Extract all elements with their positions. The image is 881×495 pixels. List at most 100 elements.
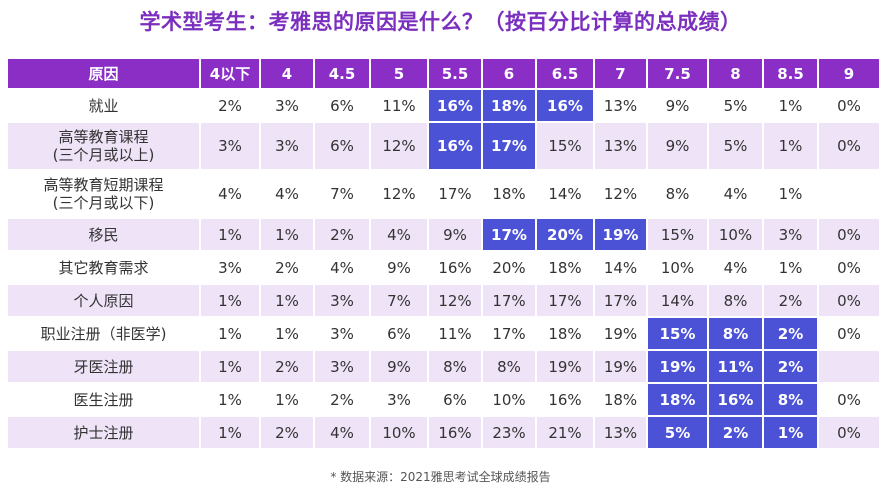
- table-row: 护士注册 1% 2% 4% 10% 16% 23% 21% 13% 5% 2% 1% 0%: [8, 415, 879, 448]
- percent-cell: 8%: [709, 316, 764, 349]
- column-header-score: 4: [261, 59, 315, 88]
- percent-cell: 17%: [483, 283, 537, 316]
- percent-cell: 17%: [483, 121, 537, 169]
- percent-cell: 2%: [764, 349, 819, 382]
- percent-cell: 4%: [201, 169, 261, 217]
- percent-cell: 5%: [709, 88, 764, 121]
- percent-cell: 1%: [201, 349, 261, 382]
- percent-cell: 5%: [709, 121, 764, 169]
- percent-cell: 18%: [595, 382, 648, 415]
- score-table: 原因 4以下 4 4.5 5 5.5 6 6.5 7 7.5 8 8.5 9 就业 2% 3% 6% 11% 16…: [8, 59, 879, 448]
- percent-cell: 1%: [201, 283, 261, 316]
- percent-cell: 9%: [371, 250, 429, 283]
- percent-cell: [819, 349, 879, 382]
- percent-cell: 14%: [595, 250, 648, 283]
- percent-cell: 6%: [371, 316, 429, 349]
- percent-cell: 7%: [315, 169, 371, 217]
- percent-cell: 18%: [483, 88, 537, 121]
- percent-cell: 0%: [819, 88, 879, 121]
- percent-cell: 3%: [201, 121, 261, 169]
- reason-line: 移民: [88, 225, 119, 244]
- percent-cell: 16%: [429, 250, 483, 283]
- percent-cell: 2%: [764, 283, 819, 316]
- reason-cell: 移民: [8, 217, 201, 250]
- percent-cell: 1%: [261, 217, 315, 250]
- percent-cell: 0%: [819, 283, 879, 316]
- percent-cell: 21%: [537, 415, 595, 448]
- percent-cell: 18%: [537, 250, 595, 283]
- percent-cell: 8%: [483, 349, 537, 382]
- column-header-score: 7.5: [648, 59, 709, 88]
- reason-line: (三个月或以上): [52, 146, 155, 164]
- percent-cell: 4%: [709, 169, 764, 217]
- percent-cell: 16%: [709, 382, 764, 415]
- percent-cell: 18%: [537, 316, 595, 349]
- column-header-score: 8: [709, 59, 764, 88]
- percent-cell: 4%: [315, 415, 371, 448]
- percent-cell: 14%: [537, 169, 595, 217]
- percent-cell: 19%: [537, 349, 595, 382]
- percent-cell: 3%: [315, 316, 371, 349]
- column-header-score: 9: [819, 59, 879, 88]
- percent-cell: 6%: [429, 382, 483, 415]
- percent-cell: 3%: [261, 88, 315, 121]
- column-header-score: 6.5: [537, 59, 595, 88]
- reason-line: 牙医注册: [73, 357, 134, 376]
- percent-cell: 11%: [371, 88, 429, 121]
- table-row: 其它教育需求 3% 2% 4% 9% 16% 20% 18% 14% 10% 4% 1% 0%: [8, 250, 879, 283]
- percent-cell: 1%: [261, 283, 315, 316]
- percent-cell: 0%: [819, 217, 879, 250]
- percent-cell: 0%: [819, 382, 879, 415]
- percent-cell: 8%: [429, 349, 483, 382]
- percent-cell: 12%: [371, 169, 429, 217]
- percent-cell: 12%: [595, 169, 648, 217]
- percent-cell: 20%: [483, 250, 537, 283]
- percent-cell: 16%: [429, 88, 483, 121]
- percent-cell: 2%: [261, 349, 315, 382]
- percent-cell: 0%: [819, 415, 879, 448]
- reason-cell: 牙医注册: [8, 349, 201, 382]
- reason-line: 就业: [88, 96, 119, 115]
- column-header-score: 5: [371, 59, 429, 88]
- percent-cell: 8%: [764, 382, 819, 415]
- percent-cell: 5%: [648, 415, 709, 448]
- table-row: 高等教育课程 (三个月或以上) 3% 3% 6% 12% 16% 17% 15% 13% 9% 5% 1…: [8, 121, 879, 169]
- percent-cell: 0%: [819, 250, 879, 283]
- percent-cell: 2%: [201, 88, 261, 121]
- percent-cell: 1%: [764, 415, 819, 448]
- percent-cell: 10%: [371, 415, 429, 448]
- percent-cell: 1%: [261, 316, 315, 349]
- reason-line: 个人原因: [73, 291, 134, 310]
- percent-cell: 23%: [483, 415, 537, 448]
- percent-cell: 4%: [709, 250, 764, 283]
- reason-cell: 护士注册: [8, 415, 201, 448]
- percent-cell: 18%: [648, 382, 709, 415]
- column-header-score: 7: [595, 59, 648, 88]
- percent-cell: 16%: [429, 121, 483, 169]
- percent-cell: 1%: [764, 250, 819, 283]
- percent-cell: 0%: [819, 121, 879, 169]
- percent-cell: 3%: [201, 250, 261, 283]
- percent-cell: 13%: [595, 415, 648, 448]
- percent-cell: 13%: [595, 88, 648, 121]
- percent-cell: [819, 169, 879, 217]
- reason-line: 护士注册: [73, 423, 134, 442]
- percent-cell: 3%: [764, 217, 819, 250]
- percent-cell: 1%: [201, 217, 261, 250]
- percent-cell: 17%: [595, 283, 648, 316]
- table-row: 牙医注册 1% 2% 3% 9% 8% 8% 19% 19% 19% 11% 2%: [8, 349, 879, 382]
- column-header-score: 4.5: [315, 59, 371, 88]
- reason-line: (三个月或以下): [52, 194, 155, 212]
- reason-line: 职业注册（非医学): [40, 324, 167, 343]
- percent-cell: 19%: [595, 217, 648, 250]
- percent-cell: 1%: [764, 88, 819, 121]
- percent-cell: 1%: [201, 316, 261, 349]
- table-row: 职业注册（非医学) 1% 1% 3% 6% 11% 17% 18% 19% 15% 8% 2% 0%: [8, 316, 879, 349]
- column-header-score: 8.5: [764, 59, 819, 88]
- percent-cell: 15%: [537, 121, 595, 169]
- percent-cell: 11%: [429, 316, 483, 349]
- percent-cell: 2%: [709, 415, 764, 448]
- percent-cell: 12%: [371, 121, 429, 169]
- percent-cell: 2%: [261, 250, 315, 283]
- percent-cell: 0%: [819, 316, 879, 349]
